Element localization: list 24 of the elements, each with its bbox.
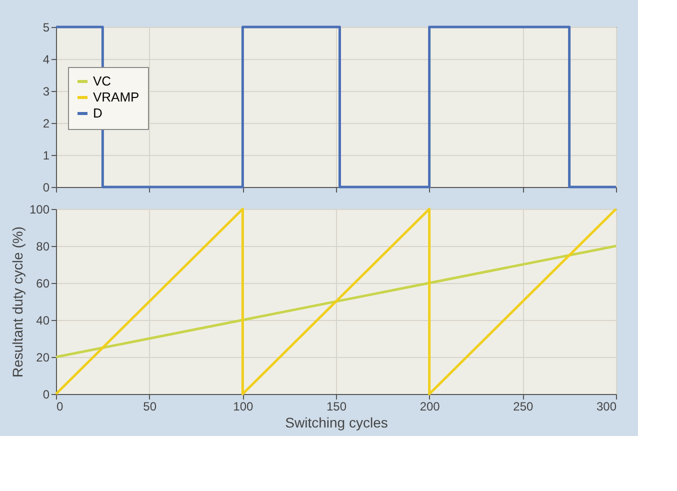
y-tick-label: 3 xyxy=(42,84,50,98)
x-tick-label: 50 xyxy=(143,400,157,414)
y-tick-label: 80 xyxy=(36,240,50,254)
y-tick-label: 40 xyxy=(36,314,50,328)
x-tick-label: 0 xyxy=(56,400,64,414)
x-axis-title: Switching cycles xyxy=(285,414,388,430)
y-tick-label: 1 xyxy=(42,148,50,162)
legend-label: VRAMP xyxy=(93,90,140,104)
x-tick-label: 250 xyxy=(513,400,534,414)
x-tick-label: 100 xyxy=(233,400,254,414)
y-tick-label: 20 xyxy=(36,350,50,364)
y-tick-label: 2 xyxy=(42,116,50,130)
y-axis-title: Resultant duty cycle (%) xyxy=(9,226,26,378)
y-tick-label: 100 xyxy=(29,202,50,216)
x-tick-label: 300 xyxy=(596,400,617,414)
legend-label: VC xyxy=(93,74,112,88)
y-tick-label: 60 xyxy=(36,276,50,290)
legend-label: D xyxy=(93,106,102,120)
y-tick-label: 0 xyxy=(42,180,50,194)
x-tick-label: 200 xyxy=(420,400,440,414)
x-tick-label: 150 xyxy=(326,400,347,414)
y-tick-label: 4 xyxy=(42,52,50,66)
y-tick-label: 0 xyxy=(42,388,50,402)
y-tick-label: 5 xyxy=(42,20,50,34)
